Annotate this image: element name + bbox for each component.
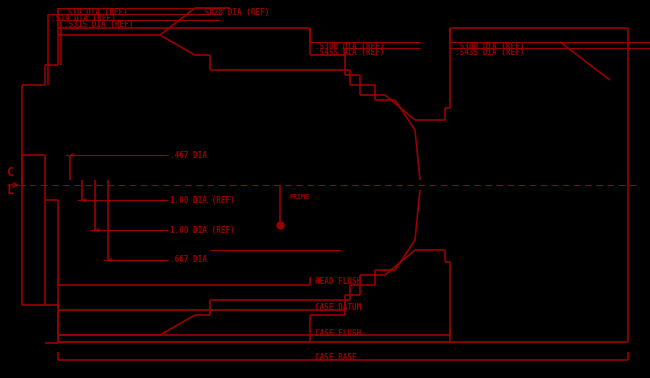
Text: .5315 DIA (REF): .5315 DIA (REF) — [64, 20, 133, 29]
Text: HEAD FLUSH: HEAD FLUSH — [315, 277, 361, 287]
Text: .510 DIA (REF): .510 DIA (REF) — [63, 8, 128, 17]
Text: L: L — [6, 183, 14, 197]
Text: 1.00 DIA (REF): 1.00 DIA (REF) — [170, 195, 235, 204]
Text: .514 DIA (REF): .514 DIA (REF) — [51, 14, 116, 23]
Text: .5435 DIA (REF): .5435 DIA (REF) — [455, 48, 525, 57]
Text: .467 DIA: .467 DIA — [170, 150, 207, 160]
Text: .5828 DIA (REF): .5828 DIA (REF) — [200, 8, 269, 17]
Text: 1.00 DIA (REF): 1.00 DIA (REF) — [170, 226, 235, 234]
Text: CASE FLUSH: CASE FLUSH — [315, 328, 361, 338]
Text: PRIME: PRIME — [290, 194, 310, 200]
Text: C: C — [6, 166, 14, 180]
Text: .667 DIA: .667 DIA — [170, 256, 207, 265]
Text: CASE DATUM: CASE DATUM — [315, 304, 361, 313]
Text: .5300 DIA (REF): .5300 DIA (REF) — [455, 42, 525, 51]
Text: .5300 DIA (REF): .5300 DIA (REF) — [315, 42, 384, 51]
Text: CASE BASE: CASE BASE — [315, 353, 357, 363]
Text: .5455 DIA (REF): .5455 DIA (REF) — [315, 48, 384, 57]
